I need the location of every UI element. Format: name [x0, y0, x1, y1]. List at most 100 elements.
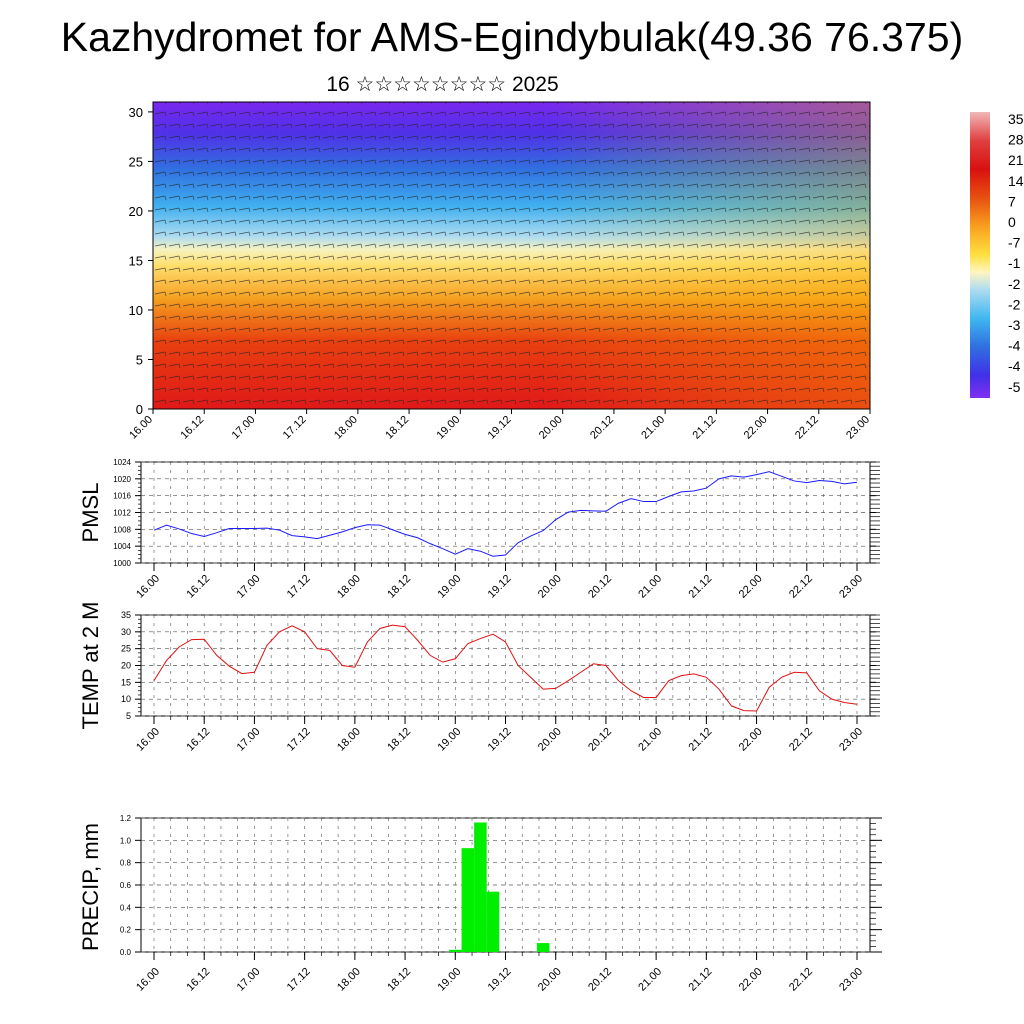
x-tick-label: 20.12: [586, 726, 614, 754]
x-tick-label: 18.00: [332, 414, 360, 442]
x-tick-label: 22.00: [737, 966, 765, 994]
y-axis-label: PRECIP, mm: [78, 823, 103, 951]
colorbar-label: -2: [1008, 296, 1021, 312]
pmsl-series-line: [153, 471, 858, 557]
x-tick-label: 18.12: [385, 573, 413, 601]
x-tick-label: 18.00: [335, 573, 363, 601]
x-tick-label: 17.00: [235, 966, 263, 994]
x-tick-label: 20.00: [536, 726, 564, 754]
colorbar-label: 14: [1008, 173, 1024, 189]
x-tick-label: 19.12: [486, 726, 514, 754]
vertical-section-chart: 0 5 10 15 20 25 30 16.00 16.12 17.00 17.12 18.00 18.…: [127, 101, 872, 442]
y-tick-label: 1.0: [120, 836, 132, 845]
colorbar-label: 28: [1008, 132, 1024, 148]
x-tick-label: 19.00: [434, 414, 462, 442]
y-tick-label: 10: [129, 303, 143, 318]
temp-chart: 5 10 15 20 25 30 35 TEMP at 2 M 16.00 16.12 17.00 1…: [78, 602, 880, 754]
y-tick-label: 15: [129, 253, 143, 268]
y-tick-label: 1.2: [120, 814, 132, 823]
x-tick-label: 16.12: [184, 966, 212, 994]
x-tick-label: 19.00: [435, 573, 463, 601]
y-tick-label: 25: [121, 644, 131, 654]
x-tick-label: 23.00: [837, 726, 865, 754]
y-tick-label: 1016: [113, 492, 131, 501]
y-axis-label: PMSL: [78, 483, 103, 543]
y-tick-label: 1024: [113, 458, 131, 467]
y-tick-label: 30: [129, 105, 143, 120]
x-tick-label: 17.00: [230, 414, 258, 442]
x-tick-label: 17.00: [235, 573, 263, 601]
colorbar-label: 0: [1008, 214, 1016, 230]
colorbar-label: -2: [1008, 276, 1021, 292]
x-tick-label: 23.00: [837, 573, 865, 601]
x-tick-label: 16.12: [184, 573, 212, 601]
y-tick-label: 1020: [113, 475, 131, 484]
x-tick-label: 19.12: [486, 573, 514, 601]
x-tick-label: 23.00: [837, 966, 865, 994]
x-tick-label: 21.12: [691, 414, 719, 442]
x-tick-label: 20.12: [586, 573, 614, 601]
x-tick-label: 22.12: [793, 414, 821, 442]
x-tick-label: 22.12: [787, 573, 815, 601]
x-tick-label: 22.00: [737, 726, 765, 754]
y-tick-label: 0.0: [120, 948, 132, 957]
x-tick-label: 16.00: [127, 414, 155, 442]
x-tick-label: 18.12: [383, 414, 411, 442]
x-tick-label: 22.12: [787, 966, 815, 994]
y-tick-label: 0.2: [120, 926, 132, 935]
x-tick-label: 18.00: [335, 726, 363, 754]
x-tick-label: 17.12: [285, 726, 313, 754]
x-tick-label: 19.12: [486, 414, 514, 442]
y-tick-label: 20: [121, 661, 131, 671]
x-tick-label: 21.12: [687, 966, 715, 994]
y-tick-label: 35: [121, 610, 131, 620]
x-tick-label: 16.00: [134, 966, 162, 994]
x-tick-label: 22.00: [737, 573, 765, 601]
y-axis-label: TEMP at 2 M: [78, 602, 103, 730]
y-tick-label: 25: [129, 154, 143, 169]
x-tick-label: 21.00: [636, 726, 664, 754]
x-tick-label: 17.00: [235, 726, 263, 754]
colorbar-label: -4: [1008, 358, 1021, 374]
x-tick-label: 21.12: [687, 726, 715, 754]
x-tick-label: 21.00: [636, 573, 664, 601]
x-tick-label: 20.12: [586, 966, 614, 994]
colorbar: 35 28 21 14 7 0 -7 -1 -2 -2 -3 -4 -4 -5: [970, 111, 1024, 398]
y-tick-label: 5: [136, 352, 143, 367]
x-tick-label: 16.00: [134, 573, 162, 601]
precip-bar: [486, 891, 500, 952]
x-tick-label: 21.00: [639, 414, 667, 442]
y-tick-label: 0.8: [120, 859, 132, 868]
page-title: Kazhydromet for AMS-Egindybulak(49.36 76…: [60, 14, 964, 60]
x-tick-label: 17.12: [285, 966, 313, 994]
colorbar-label: -7: [1008, 235, 1021, 251]
y-tick-label: 20: [129, 204, 143, 219]
precip-bar: [474, 822, 487, 952]
x-tick-label: 16.00: [134, 726, 162, 754]
x-tick-label: 18.12: [385, 726, 413, 754]
x-tick-label: 19.00: [435, 726, 463, 754]
colorbar-label: -1: [1008, 255, 1021, 271]
y-tick-label: 1008: [113, 525, 131, 534]
x-tick-label: 19.12: [486, 966, 514, 994]
y-tick-label: 1000: [113, 559, 131, 568]
x-tick-label: 19.00: [435, 966, 463, 994]
precip-bar: [461, 848, 475, 952]
x-tick-label: 22.12: [787, 726, 815, 754]
colorbar-label: 7: [1008, 193, 1016, 209]
colorbar-ramp: [970, 112, 990, 398]
precip-chart: 0.0 0.2 0.4 0.6 0.8 1.0 1.2 16.00 16.12 17.00 17.1…: [78, 814, 882, 994]
x-tick-label: 21.12: [687, 573, 715, 601]
colorbar-label: -4: [1008, 338, 1021, 354]
y-tick-label: 10: [121, 694, 131, 704]
x-tick-label: 18.00: [335, 966, 363, 994]
precip-bar: [449, 949, 462, 952]
y-tick-label: 0: [136, 402, 143, 417]
x-tick-label: 16.12: [178, 414, 206, 442]
page-subtitle: 16 ☆☆☆☆☆☆☆☆ 2025: [326, 73, 559, 96]
y-tick-label: 0.4: [120, 903, 132, 912]
temp-series-line: [153, 624, 858, 712]
wind-barbs: [153, 102, 870, 409]
x-tick-label: 16.12: [184, 726, 212, 754]
